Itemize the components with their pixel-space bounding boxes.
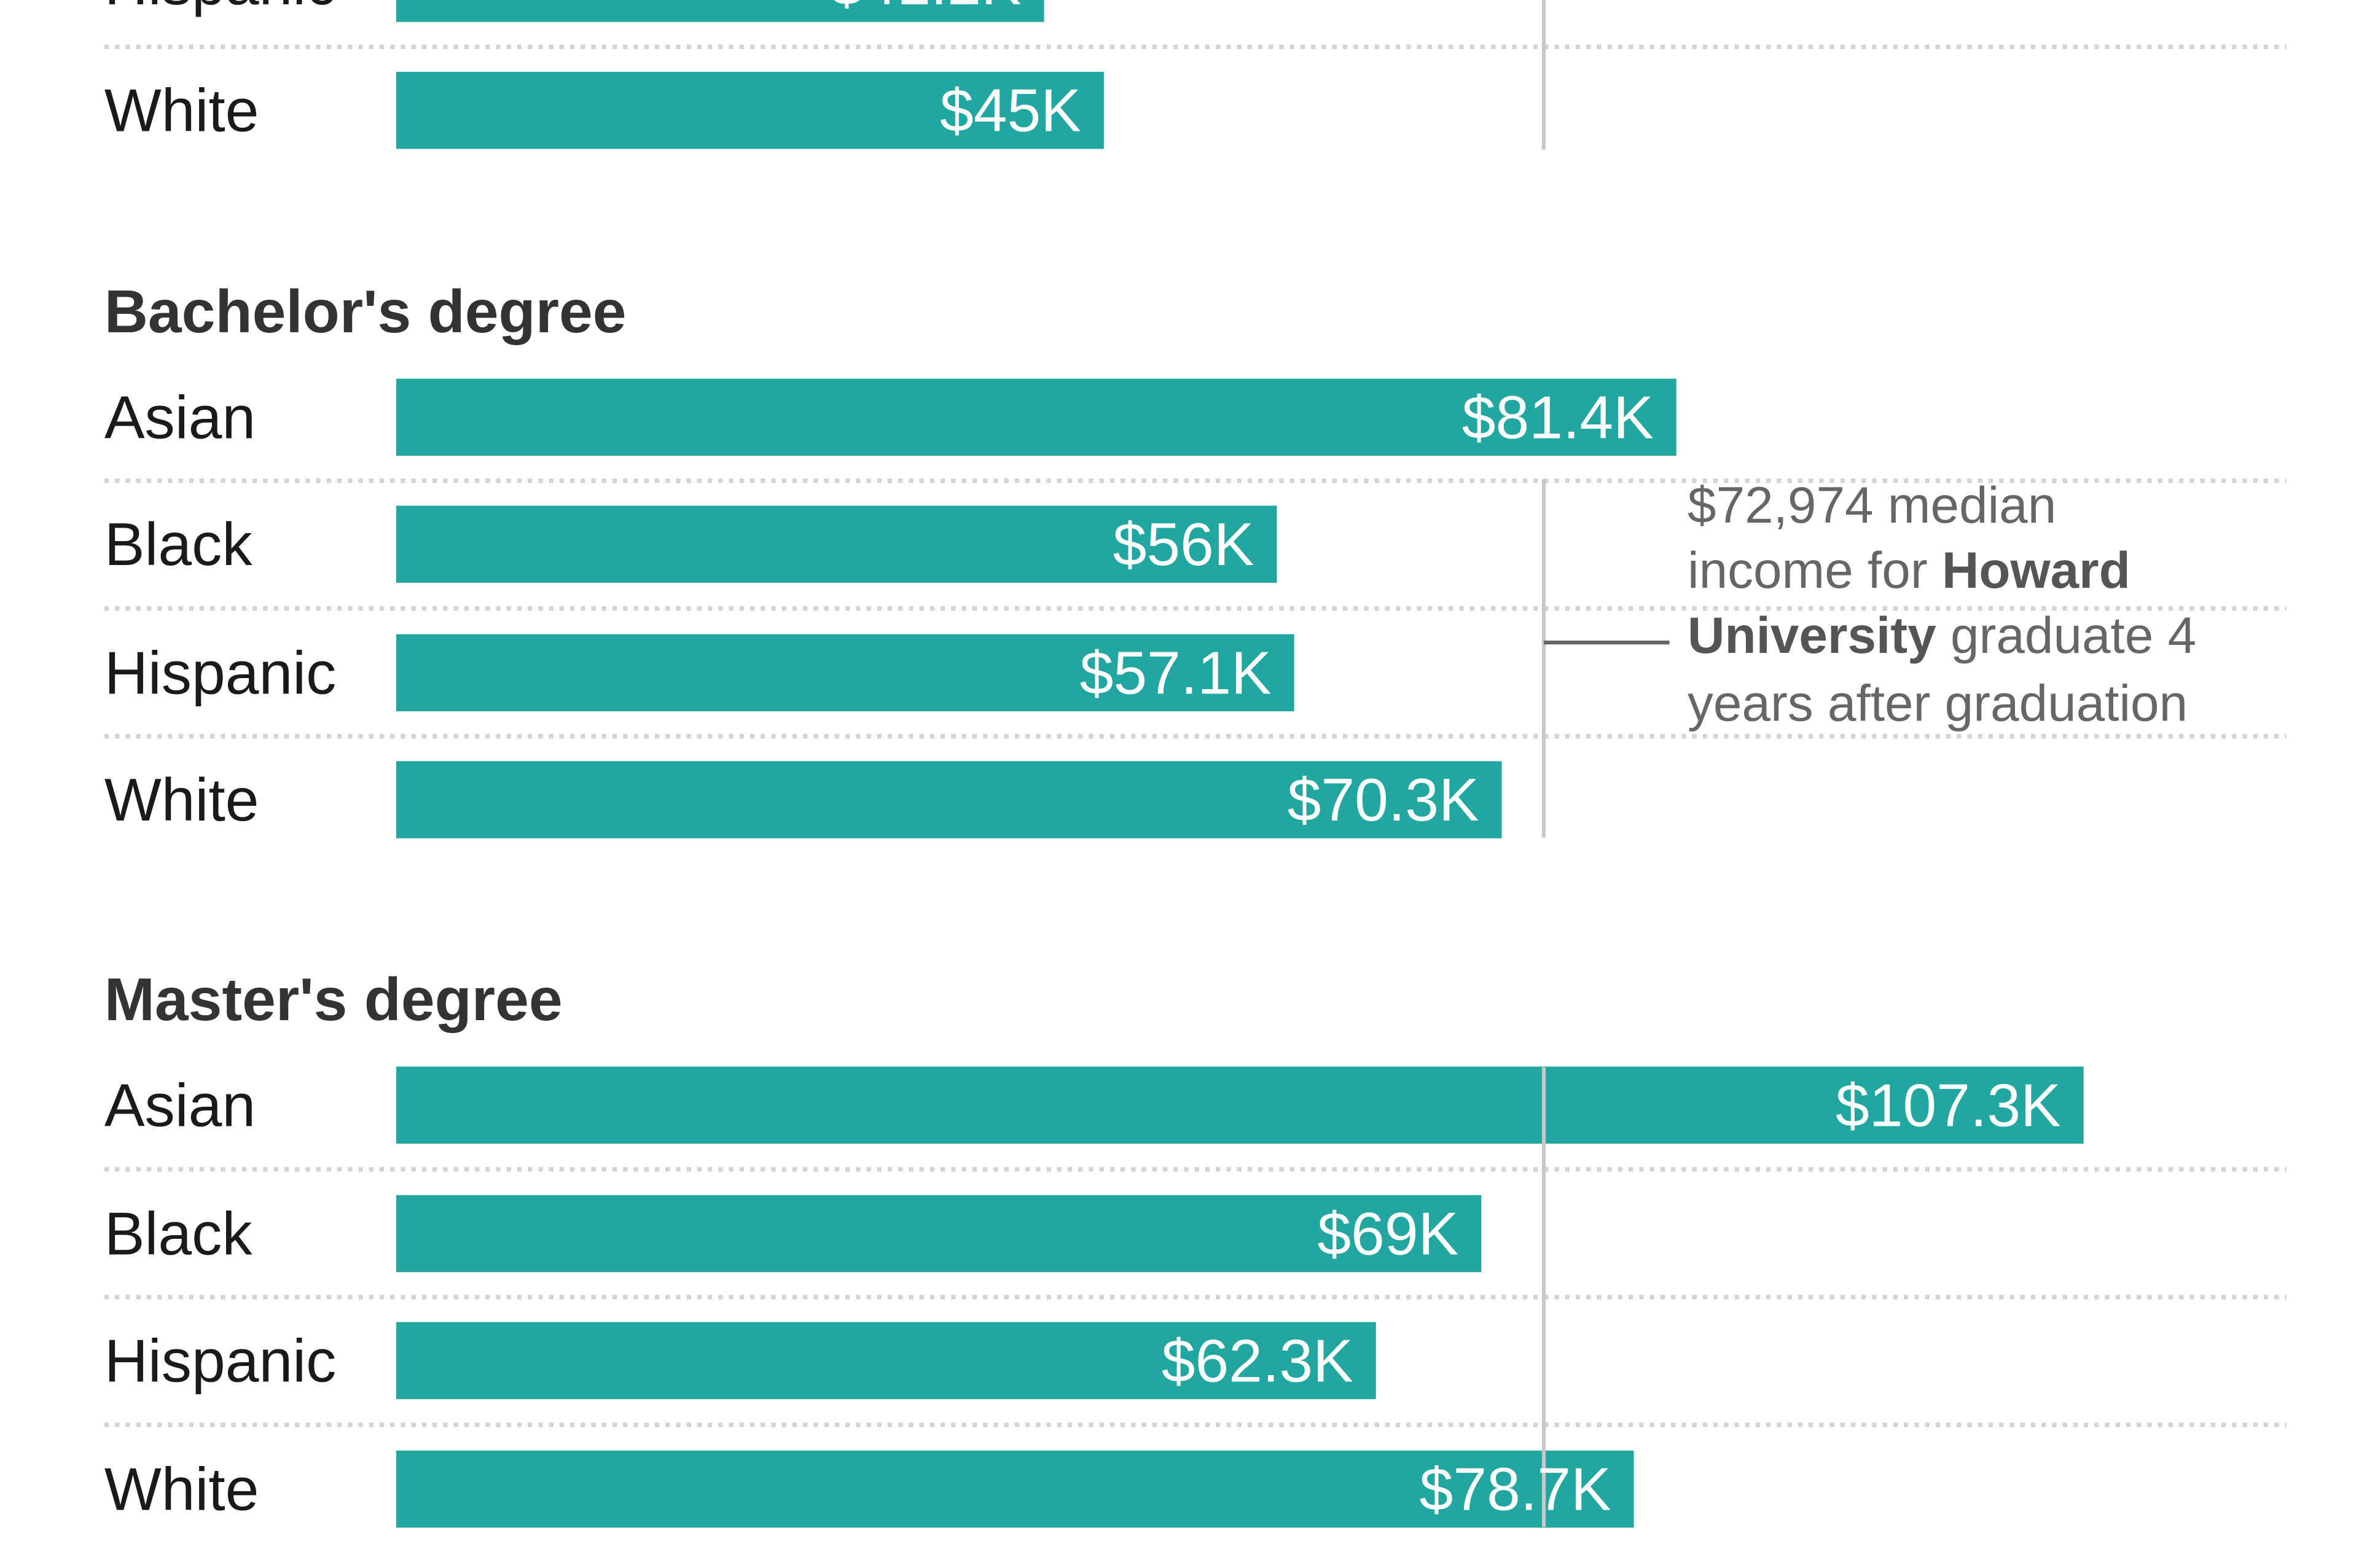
- category-label: White: [104, 77, 259, 144]
- annotation-line: years after graduation: [1688, 674, 2188, 732]
- value-label: $41.2K: [830, 0, 1022, 17]
- bar: [396, 1195, 1482, 1273]
- value-label: $107.3K: [1836, 1071, 2061, 1139]
- value-label: $45K: [940, 77, 1081, 144]
- bar: [396, 761, 1502, 838]
- group-title: Bachelor's degree: [104, 278, 627, 345]
- bar: [396, 634, 1294, 712]
- annotation-bold-span: Howard: [1942, 541, 2130, 599]
- category-label: Asian: [104, 1071, 256, 1139]
- category-label: Asian: [104, 383, 256, 451]
- annotation-line: $72,974 median: [1688, 476, 2056, 534]
- row-dividers: [104, 44, 2287, 1427]
- value-label: $56K: [1113, 510, 1254, 578]
- group-title: Master's degree: [104, 965, 563, 1033]
- bar: [396, 0, 1044, 22]
- category-label: Hispanic: [104, 639, 337, 706]
- bars-layer: [396, 0, 2084, 1528]
- value-label: $78.7K: [1420, 1456, 1611, 1523]
- annotation-line: University graduate 4: [1688, 606, 2196, 664]
- bar: [396, 1322, 1376, 1400]
- category-label: Black: [104, 510, 253, 578]
- value-label: $57.1K: [1080, 639, 1272, 706]
- annotation-bold-span: University: [1688, 606, 1936, 664]
- bar: [396, 71, 1104, 149]
- annotation-span: $72,974 median: [1688, 476, 2056, 534]
- value-label: $81.4K: [1462, 383, 1654, 451]
- labels-layer: Hispanic $41.2K White $45K Bachelor's degree…: [104, 0, 2061, 1523]
- annotation-span: graduate 4: [1936, 606, 2196, 664]
- value-label: $70.3K: [1288, 766, 1479, 833]
- category-label: White: [104, 766, 259, 833]
- bar: [396, 505, 1277, 583]
- annotation-span: years after graduation: [1688, 674, 2188, 732]
- annotation-line: income for Howard: [1688, 541, 2130, 599]
- value-label: $62.3K: [1162, 1327, 1353, 1394]
- annotation-span: income for: [1688, 541, 1942, 599]
- category-label: Hispanic: [104, 0, 337, 17]
- category-label: White: [104, 1456, 259, 1523]
- bar: [396, 378, 1676, 456]
- value-label: $69K: [1317, 1200, 1458, 1268]
- category-label: Black: [104, 1200, 253, 1268]
- bar: [396, 1066, 2084, 1144]
- bar: [396, 1450, 1634, 1528]
- category-label: Hispanic: [104, 1327, 337, 1394]
